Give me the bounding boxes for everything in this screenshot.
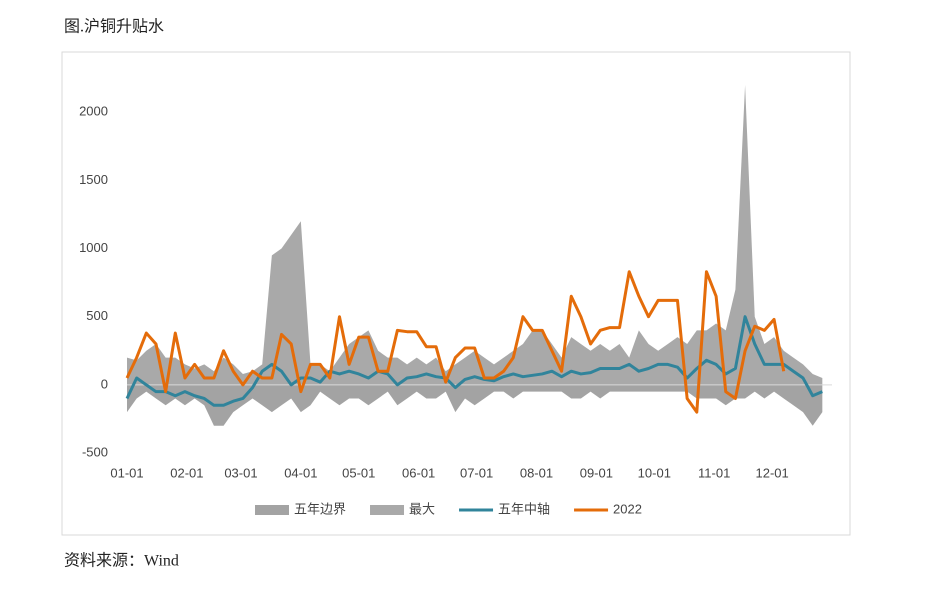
plot-frame xyxy=(61,51,851,536)
y-tick-label: 2000 xyxy=(79,104,108,119)
x-tick-label: 08-01 xyxy=(520,465,553,480)
legend-swatch xyxy=(370,505,405,515)
x-tick-label: 12-01 xyxy=(755,465,788,480)
legend-label: 最大 xyxy=(409,501,435,516)
legend-label: 2022 xyxy=(613,501,642,516)
y-tick-label: 1500 xyxy=(79,172,108,187)
x-tick-label: 09-01 xyxy=(580,465,613,480)
source-note: 资料来源：Wind xyxy=(64,552,179,570)
x-tick-label: 11-01 xyxy=(698,465,730,480)
y-tick-label: -500 xyxy=(82,444,108,459)
y-tick-label: 500 xyxy=(86,308,108,323)
x-tick-label: 03-01 xyxy=(224,465,257,480)
x-tick-label: 02-01 xyxy=(170,465,203,480)
area xyxy=(127,85,823,385)
y-tick-label: 0 xyxy=(101,376,108,391)
x-tick-label: 04-01 xyxy=(284,465,317,480)
legend-swatch xyxy=(255,505,289,515)
line xyxy=(125,270,786,414)
chart-title: 图.沪铜升贴水 xyxy=(64,18,164,36)
legend-label: 五年边界 xyxy=(294,501,346,516)
y-tick-label: 1000 xyxy=(79,240,108,255)
x-tick-label: 05-01 xyxy=(342,465,375,480)
x-tick-label: 06-01 xyxy=(402,465,435,480)
line xyxy=(125,315,823,407)
area xyxy=(127,384,823,426)
x-tick-label: 07-01 xyxy=(460,465,493,480)
legend-label: 五年中轴 xyxy=(498,501,550,516)
x-tick-label: 10-01 xyxy=(638,465,671,480)
x-tick-label: 01-01 xyxy=(110,465,143,480)
